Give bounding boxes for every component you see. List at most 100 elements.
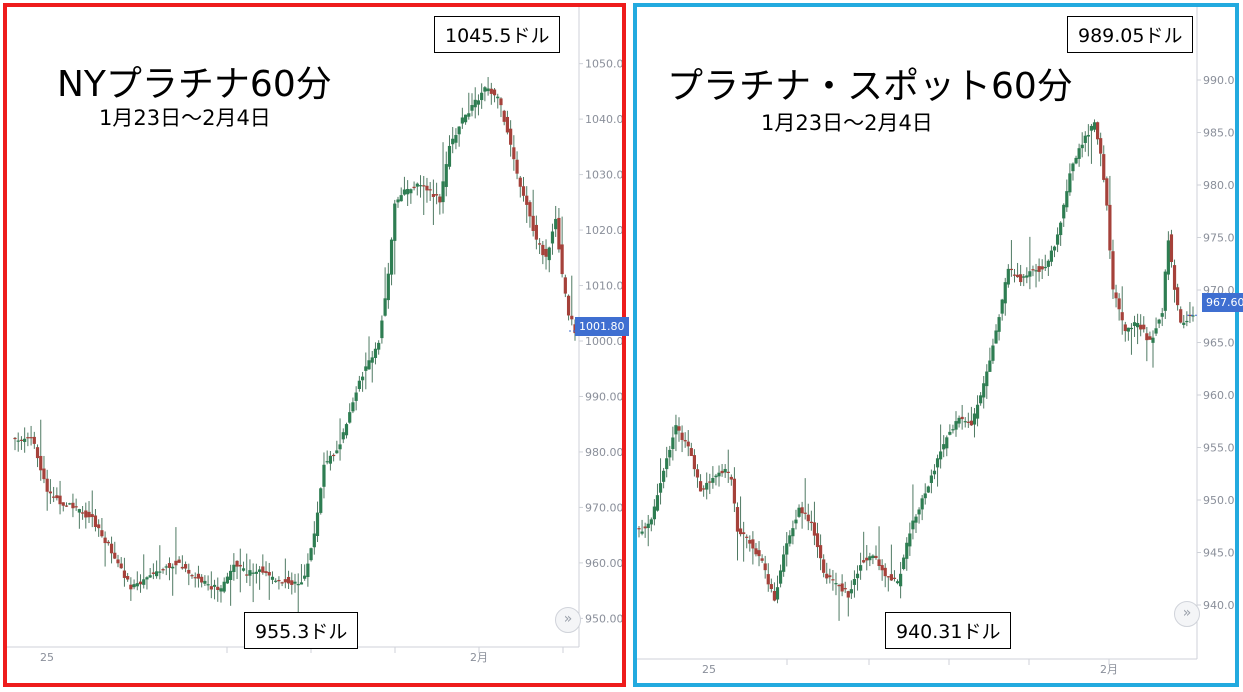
candle-body — [662, 470, 666, 482]
candle-body — [444, 164, 448, 187]
ny-platinum-candlestick-chart: 950.00 960.00 970.00 980.00 990.00 1000.00 101… — [7, 7, 622, 664]
candle-body — [151, 572, 155, 574]
candle-body — [735, 507, 740, 532]
candle-body — [698, 481, 703, 492]
candle-body — [412, 186, 416, 189]
candle-body — [742, 532, 746, 535]
candle-body — [142, 579, 146, 585]
candle-body — [93, 515, 98, 527]
candle-body — [209, 586, 213, 590]
y-tick-label: 1000.00 — [585, 335, 622, 348]
candle-body — [738, 528, 743, 535]
candle-body — [926, 486, 930, 493]
scroll-to-latest-button[interactable]: » — [555, 607, 581, 633]
candle-body — [871, 555, 875, 559]
candle-body — [939, 451, 943, 460]
candle-body — [183, 564, 188, 569]
candle-body — [164, 566, 168, 568]
candle-body — [905, 542, 909, 559]
candle-body — [1009, 268, 1014, 271]
candle-body — [963, 421, 967, 423]
candle-body — [794, 519, 798, 524]
candle-body — [177, 559, 181, 563]
candle-body — [389, 239, 394, 275]
candle-body — [1062, 204, 1066, 219]
candle-body — [48, 491, 53, 494]
candle-body — [791, 528, 795, 537]
y-tick-label: 950.00 — [585, 612, 622, 625]
x-tick-label: 25 — [702, 663, 716, 676]
candle-body — [61, 502, 65, 506]
candle-body — [1065, 191, 1069, 208]
candle-body — [834, 583, 838, 585]
y-tick-label: 965.00 — [1203, 337, 1235, 350]
candle-body — [370, 357, 374, 363]
candle-body — [322, 464, 326, 487]
y-tick-label: 1010.00 — [585, 280, 622, 293]
candle-body — [402, 189, 407, 195]
candle-body — [113, 552, 117, 559]
candle-body — [748, 539, 752, 544]
candle-body — [680, 432, 684, 440]
candle-body — [859, 565, 863, 571]
candle-body — [843, 588, 847, 590]
y-tick-label: 1050.00 — [585, 58, 622, 71]
candle-body — [1055, 234, 1060, 245]
chart-title: NYプラチナ60分 — [57, 64, 332, 105]
candle-body — [1083, 135, 1087, 143]
candle-body — [785, 543, 789, 555]
candle-body — [145, 577, 149, 580]
candle-body — [274, 580, 278, 582]
candle-body — [637, 528, 641, 530]
candle-body — [1148, 336, 1152, 340]
candle-body — [566, 295, 571, 316]
candle-body — [68, 503, 72, 505]
candle-body — [303, 575, 307, 579]
candle-body — [525, 195, 529, 205]
candle-body — [460, 117, 464, 124]
candle-body — [341, 432, 345, 440]
candle-body — [509, 128, 513, 145]
candle-body — [1145, 333, 1149, 341]
candle-body — [1120, 312, 1124, 321]
candle-body — [954, 421, 958, 430]
candle-body — [932, 470, 937, 475]
candle-body — [695, 469, 700, 478]
candle-body — [29, 437, 33, 439]
candle-body — [809, 521, 813, 524]
candle-body — [655, 495, 660, 511]
candle-body — [206, 584, 210, 586]
candle-body — [521, 186, 526, 196]
candle-body — [380, 320, 384, 339]
scroll-to-latest-button[interactable]: » — [1174, 601, 1200, 627]
candle-body — [683, 439, 687, 442]
candle-body — [852, 579, 857, 585]
ny-platinum-chart-panel: 950.00 960.00 970.00 980.00 990.00 1000.00 101… — [3, 3, 629, 687]
candle-body — [534, 224, 538, 240]
candle-body — [97, 524, 101, 529]
candle-body — [351, 402, 355, 412]
candle-body — [129, 584, 133, 590]
candle-body — [837, 585, 841, 587]
chart-subtitle: 1月23日～2月4日 — [99, 106, 271, 130]
platinum-spot-candlestick-chart: 940.00945.00950.00955.00960.00965.00970.… — [637, 7, 1235, 676]
candle-body — [1015, 274, 1020, 278]
candle-body — [1157, 319, 1161, 324]
candle-body — [1089, 125, 1094, 131]
candle-body — [541, 244, 545, 256]
candle-body — [1117, 298, 1121, 310]
candle-body — [1176, 287, 1180, 306]
candle-body — [997, 317, 1001, 332]
candle-body — [109, 543, 114, 554]
candle-body — [902, 557, 906, 569]
candles — [13, 77, 577, 616]
candle-body — [994, 330, 998, 344]
candle-body — [985, 371, 989, 387]
candle-body — [544, 248, 548, 257]
candle-body — [1126, 327, 1130, 332]
candle-body — [1154, 328, 1158, 334]
y-tick-label: 985.00 — [1203, 127, 1235, 140]
candle-body — [711, 478, 715, 483]
candle-body — [812, 522, 817, 536]
candle-body — [677, 426, 681, 431]
